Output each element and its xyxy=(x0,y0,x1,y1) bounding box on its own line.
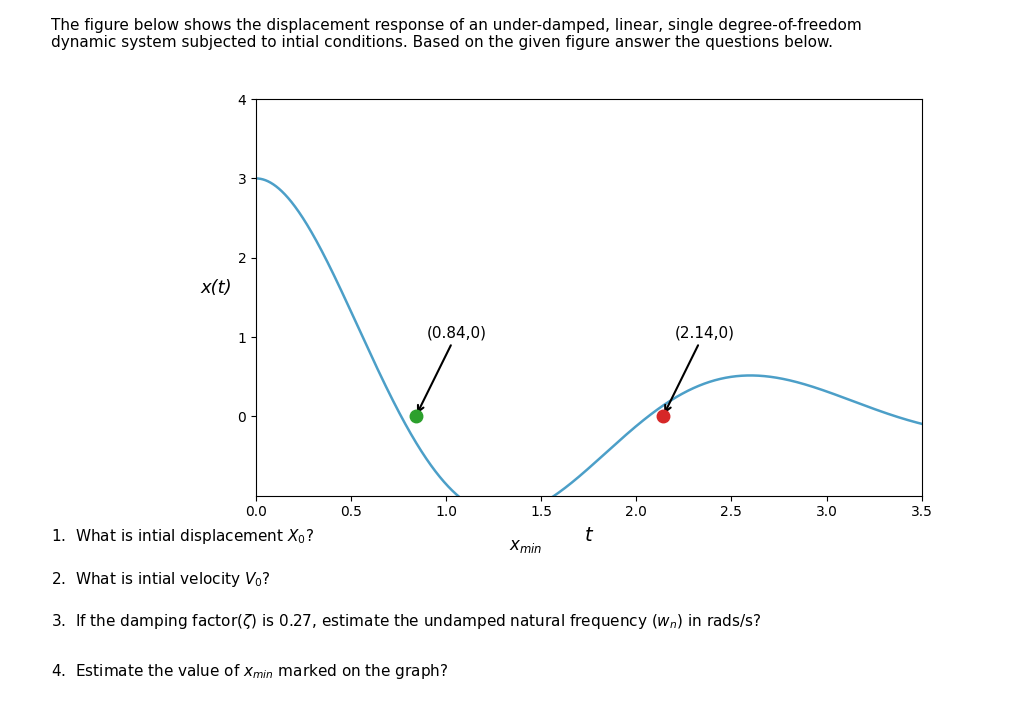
Text: The figure below shows the displacement response of an under-damped, linear, sin: The figure below shows the displacement … xyxy=(51,18,862,50)
Text: 3.  If the damping factor($\zeta$) is 0.27, estimate the undamped natural freque: 3. If the damping factor($\zeta$) is 0.2… xyxy=(51,612,762,632)
X-axis label: t: t xyxy=(585,526,593,545)
Text: $\mathit{x}_{min}$: $\mathit{x}_{min}$ xyxy=(509,537,543,555)
Text: (0.84,0): (0.84,0) xyxy=(418,325,487,412)
Text: 1.  What is intial displacement $X_0$?: 1. What is intial displacement $X_0$? xyxy=(51,527,314,547)
Y-axis label: x(t): x(t) xyxy=(201,280,232,297)
Text: (2.14,0): (2.14,0) xyxy=(666,325,734,412)
Text: 2.  What is intial velocity $V_0$?: 2. What is intial velocity $V_0$? xyxy=(51,570,271,589)
Text: 4.  Estimate the value of $x_{min}$ marked on the graph?: 4. Estimate the value of $x_{min}$ marke… xyxy=(51,662,449,681)
